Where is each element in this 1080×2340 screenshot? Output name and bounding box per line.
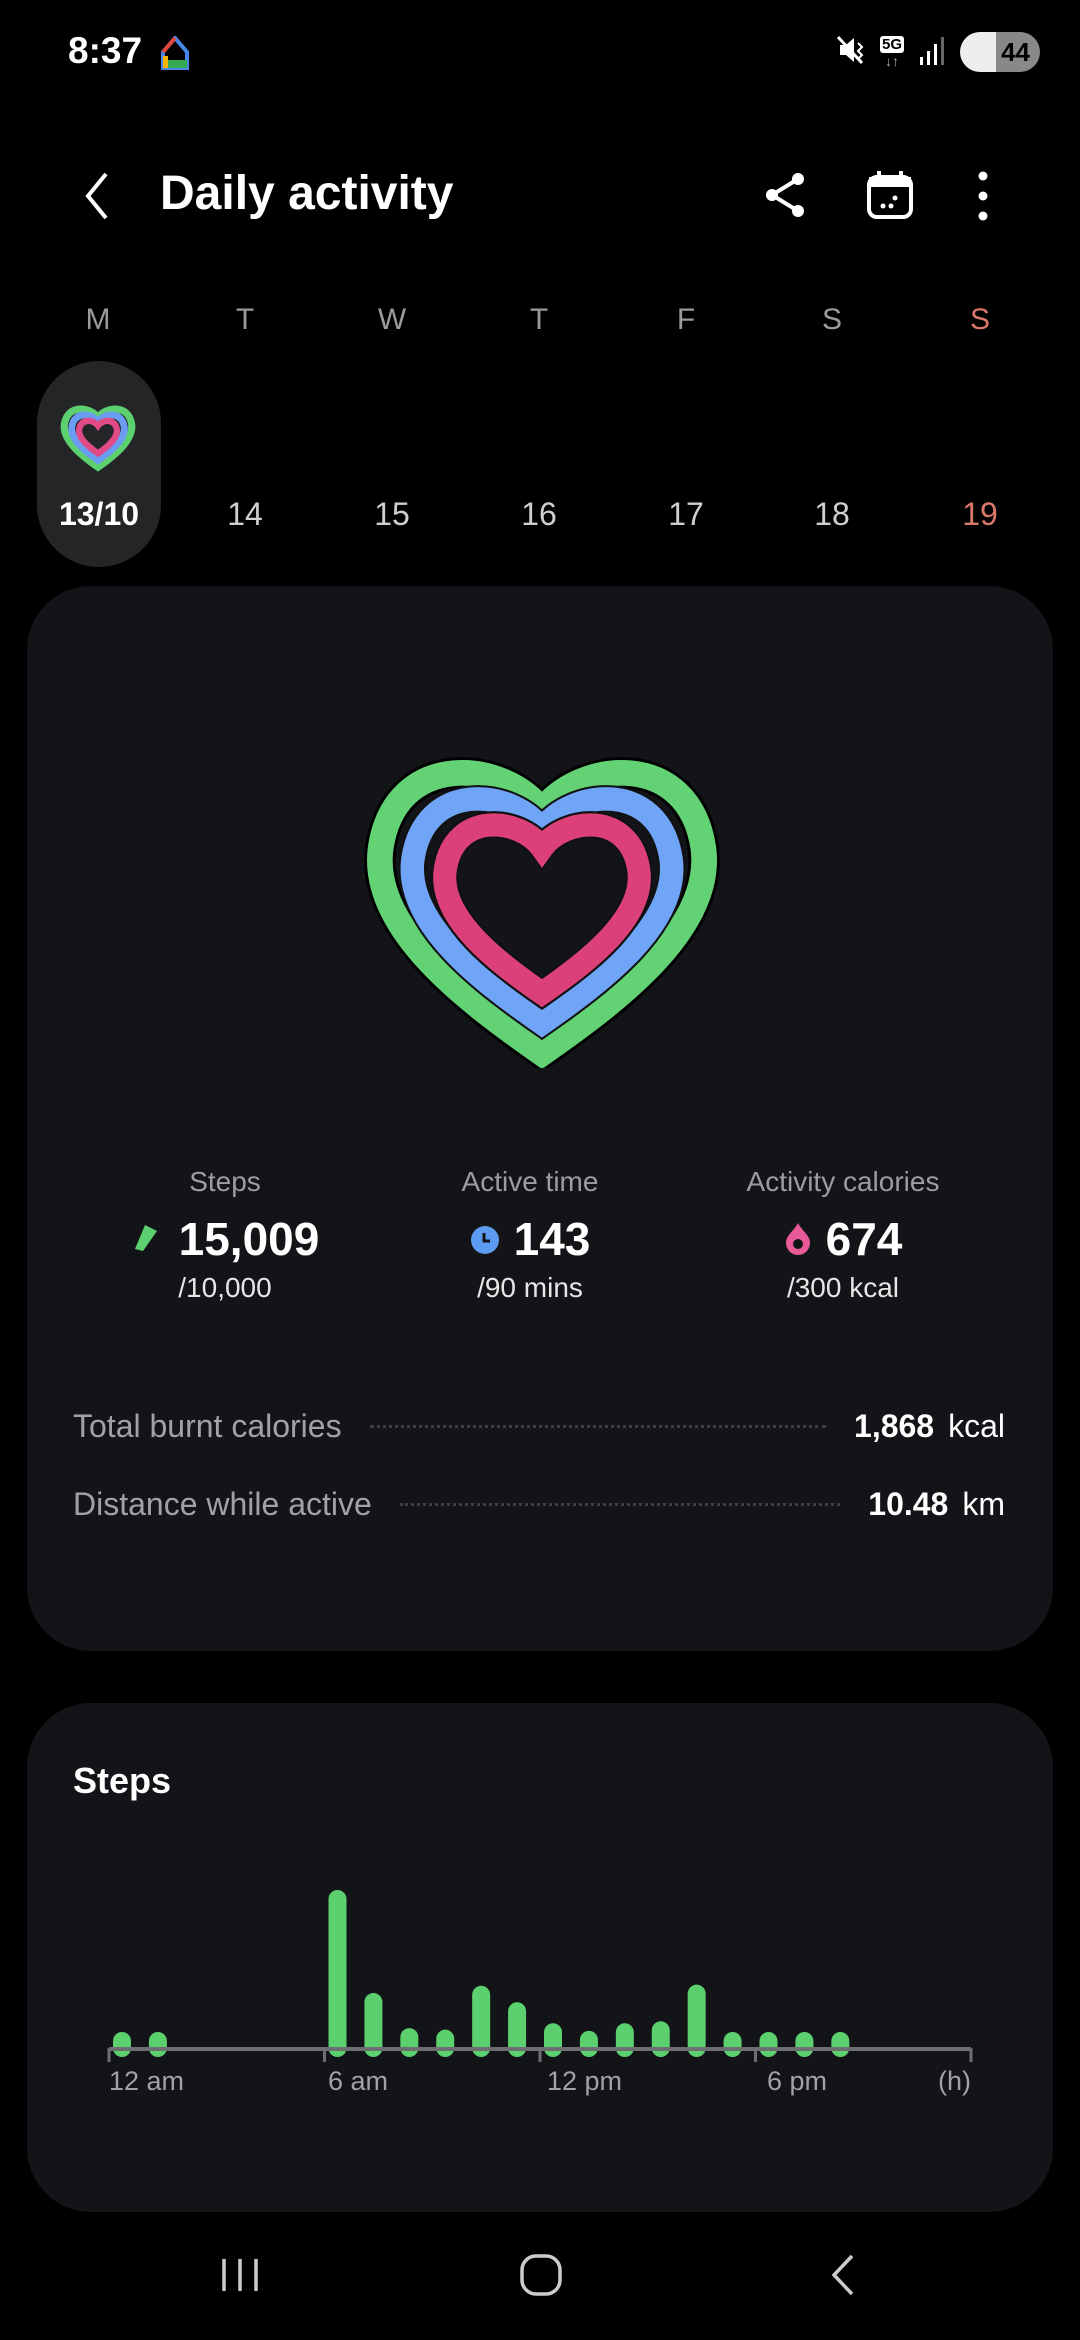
activity-rings-heart (352, 738, 732, 1073)
row-unit: km (962, 1486, 1005, 1522)
step-bar (723, 2032, 742, 2057)
steps-goal: /10,000 (178, 1272, 272, 1303)
battery-level: 44 (1001, 36, 1030, 67)
date-item[interactable]: 16 (521, 496, 557, 532)
steps-stat[interactable]: Steps 15,009 /10,000 (65, 1166, 385, 1304)
steps-card[interactable] (27, 1703, 1053, 2212)
status-time: 8:37 (68, 30, 143, 71)
date-item[interactable]: 18 (814, 496, 850, 532)
calories-goal: /300 kcal (786, 1272, 900, 1303)
status-icons: 5G ↓↑ 44 (836, 32, 1040, 72)
date-selected[interactable]: 13/10 (58, 496, 140, 532)
share-icon (766, 173, 804, 217)
steps-hourly-chart (107, 1890, 973, 2062)
calories-value: 674 (825, 1213, 903, 1265)
activity-summary-card (27, 586, 1053, 1651)
calendar-icon (867, 171, 913, 219)
signal-icon (918, 35, 946, 70)
share-button[interactable] (760, 170, 810, 225)
weekday-label: W (377, 303, 407, 336)
x-axis-tick (538, 2048, 542, 2062)
row-label: Distance while active (73, 1486, 372, 1522)
row-unit: kcal (948, 1408, 1005, 1444)
shoe-icon (131, 1212, 165, 1266)
step-bar (113, 2032, 131, 2057)
x-axis-tick (323, 2048, 326, 2062)
distance-row: Distance while active 10.48 km (73, 1486, 1005, 1523)
x-tick-label: 12 am (109, 2066, 185, 2096)
date-item[interactable]: 19 (962, 496, 998, 532)
day-activity-heart-icon (58, 396, 138, 481)
active-time-stat[interactable]: Active time 143 /90 mins (370, 1166, 690, 1304)
step-bar (436, 2029, 455, 2057)
home-button[interactable] (501, 2240, 581, 2310)
back-icon (831, 2254, 854, 2296)
active-time-label: Active time (461, 1166, 599, 1197)
network-type: 5G (879, 35, 904, 53)
step-bar (651, 2021, 670, 2057)
google-home-icon (160, 34, 190, 75)
nav-back-button[interactable] (804, 2240, 884, 2310)
step-bar (364, 1993, 383, 2057)
recent-apps-icon (222, 2259, 258, 2291)
mute-vibrate-icon (836, 35, 866, 70)
more-options-button[interactable] (968, 168, 998, 227)
step-bar (148, 2032, 167, 2057)
x-tick-label: 12 pm (547, 2066, 623, 2096)
steps-label: Steps (189, 1166, 261, 1197)
x-tick-label: 6 am (328, 2066, 389, 2096)
active-time-goal: /90 mins (477, 1272, 583, 1303)
step-bar (759, 2032, 778, 2057)
back-button[interactable] (70, 166, 130, 226)
more-vertical-icon (978, 171, 988, 221)
active-time-value: 143 (513, 1213, 591, 1265)
page-title: Daily activity (160, 167, 454, 220)
calendar-button[interactable] (864, 168, 916, 227)
weekday-label: F (676, 303, 696, 336)
step-bar (687, 1984, 706, 2057)
x-axis-tick (107, 2048, 111, 2062)
flame-icon (784, 1212, 812, 1266)
weekday-label: M (85, 303, 111, 336)
calories-label: Activity calories (746, 1166, 940, 1197)
total-burnt-calories-row: Total burnt calories 1,868 kcal (73, 1408, 1005, 1445)
x-tick-label: 6 pm (767, 2066, 828, 2096)
step-bar (795, 2032, 814, 2057)
step-bar (615, 2023, 634, 2057)
steps-value: 15,009 (178, 1213, 320, 1265)
x-axis-tick (754, 2048, 757, 2062)
row-value: 10.48 (868, 1486, 949, 1522)
x-axis-tick (969, 2048, 973, 2062)
step-bar (508, 2002, 527, 2057)
step-bar (472, 1985, 491, 2057)
step-bar (328, 1890, 347, 2057)
clock-icon (470, 1212, 500, 1266)
step-bar (544, 2023, 562, 2057)
weekday-label: S (821, 303, 842, 336)
weekday-label: S (969, 303, 990, 336)
dotted-leader (369, 1425, 827, 1428)
chevron-left-icon (85, 172, 108, 220)
step-bar (579, 2030, 598, 2057)
dotted-leader (399, 1503, 841, 1506)
step-bar (400, 2028, 419, 2057)
date-item[interactable]: 15 (374, 496, 410, 532)
row-label: Total burnt calories (73, 1408, 342, 1444)
date-item[interactable]: 17 (668, 496, 704, 532)
weekday-label: T (529, 303, 549, 336)
steps-card-title: Steps (73, 1760, 172, 1801)
weekday-label: T (235, 303, 255, 336)
date-item[interactable]: 14 (227, 496, 263, 532)
network-5g-icon: 5G ↓↑ (879, 35, 904, 69)
step-bar (831, 2032, 850, 2057)
row-value: 1,868 (854, 1408, 935, 1444)
x-axis-unit: (h) (938, 2066, 971, 2096)
battery-indicator: 44 (960, 32, 1040, 72)
recent-apps-button[interactable] (200, 2240, 280, 2310)
activity-calories-stat[interactable]: Activity calories 674 /300 kcal (683, 1166, 1003, 1304)
home-icon (520, 2254, 562, 2296)
